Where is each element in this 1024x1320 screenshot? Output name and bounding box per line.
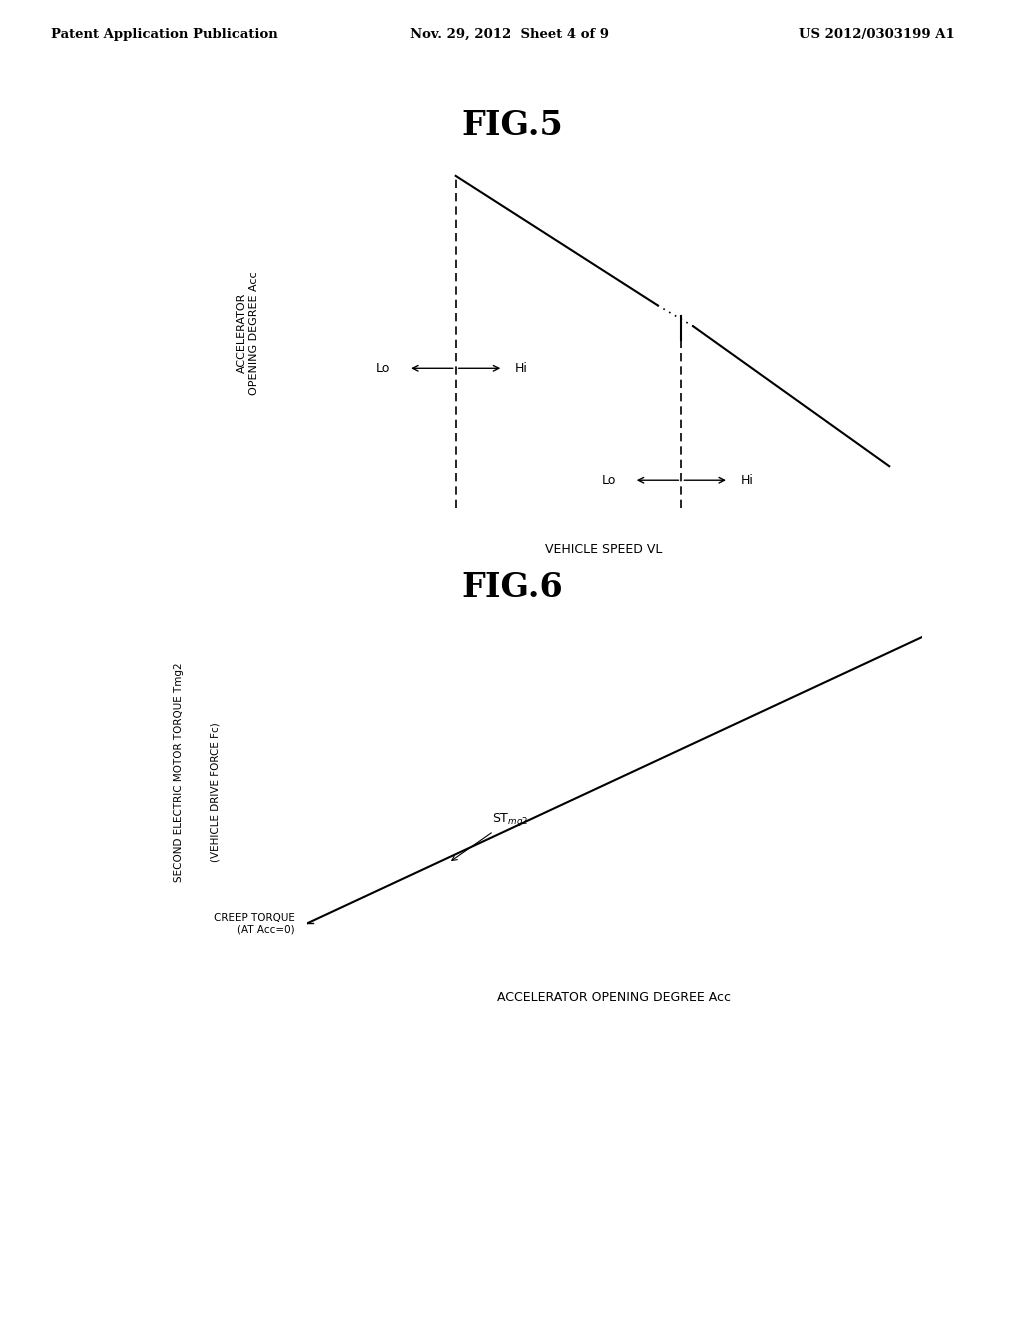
Text: FIG.6: FIG.6: [461, 570, 563, 605]
Text: Patent Application Publication: Patent Application Publication: [51, 28, 278, 41]
Text: Hi: Hi: [740, 474, 754, 487]
Text: (VEHICLE DRIVE FORCE Fc): (VEHICLE DRIVE FORCE Fc): [210, 722, 220, 862]
Text: FIG.5: FIG.5: [461, 108, 563, 141]
Text: Nov. 29, 2012  Sheet 4 of 9: Nov. 29, 2012 Sheet 4 of 9: [410, 28, 608, 41]
Text: US 2012/0303199 A1: US 2012/0303199 A1: [799, 28, 954, 41]
Text: Hi: Hi: [515, 362, 528, 375]
Text: ST$_{mg2}$: ST$_{mg2}$: [452, 812, 528, 861]
Text: VEHICLE SPEED VL: VEHICLE SPEED VL: [546, 544, 663, 556]
Text: CREEP TORQUE
(AT Acc=0): CREEP TORQUE (AT Acc=0): [214, 912, 295, 935]
Text: Lo: Lo: [376, 362, 390, 375]
Text: ACCELERATOR
OPENING DEGREE Acc: ACCELERATOR OPENING DEGREE Acc: [237, 272, 259, 395]
Text: SECOND ELECTRIC MOTOR TORQUE Tmg2: SECOND ELECTRIC MOTOR TORQUE Tmg2: [174, 663, 184, 882]
Text: Lo: Lo: [602, 474, 616, 487]
Text: ACCELERATOR OPENING DEGREE Acc: ACCELERATOR OPENING DEGREE Acc: [498, 990, 731, 1003]
